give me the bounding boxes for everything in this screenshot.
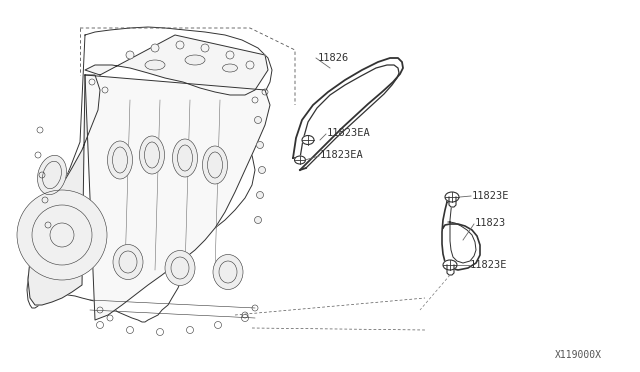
Polygon shape [85, 35, 268, 95]
Ellipse shape [302, 135, 314, 144]
Polygon shape [85, 75, 270, 320]
Circle shape [257, 192, 264, 199]
Circle shape [259, 167, 266, 173]
Circle shape [126, 51, 134, 59]
Ellipse shape [202, 146, 227, 184]
Text: 11823EA: 11823EA [320, 150, 364, 160]
Ellipse shape [223, 64, 237, 72]
Ellipse shape [185, 55, 205, 65]
Ellipse shape [173, 139, 198, 177]
Ellipse shape [38, 155, 67, 195]
Text: 11826: 11826 [318, 53, 349, 63]
Text: 11823: 11823 [475, 218, 506, 228]
Circle shape [246, 61, 254, 69]
Ellipse shape [213, 254, 243, 289]
Polygon shape [27, 27, 272, 322]
Circle shape [226, 51, 234, 59]
Text: 11823EA: 11823EA [327, 128, 371, 138]
Ellipse shape [108, 141, 132, 179]
Circle shape [255, 217, 262, 224]
Ellipse shape [140, 136, 164, 174]
Text: 11823E: 11823E [472, 191, 509, 201]
Polygon shape [447, 265, 454, 275]
Ellipse shape [145, 60, 165, 70]
Polygon shape [449, 197, 456, 207]
Ellipse shape [443, 260, 457, 270]
Circle shape [201, 44, 209, 52]
Text: 11823E: 11823E [470, 260, 508, 270]
Polygon shape [28, 75, 100, 305]
Ellipse shape [165, 250, 195, 285]
Polygon shape [293, 58, 403, 170]
Text: X119000X: X119000X [555, 350, 602, 360]
Ellipse shape [294, 156, 305, 164]
Ellipse shape [445, 192, 459, 202]
Circle shape [255, 116, 262, 124]
Ellipse shape [113, 244, 143, 279]
Circle shape [257, 141, 264, 148]
Circle shape [151, 44, 159, 52]
Circle shape [176, 41, 184, 49]
Circle shape [17, 190, 107, 280]
Polygon shape [442, 202, 480, 270]
